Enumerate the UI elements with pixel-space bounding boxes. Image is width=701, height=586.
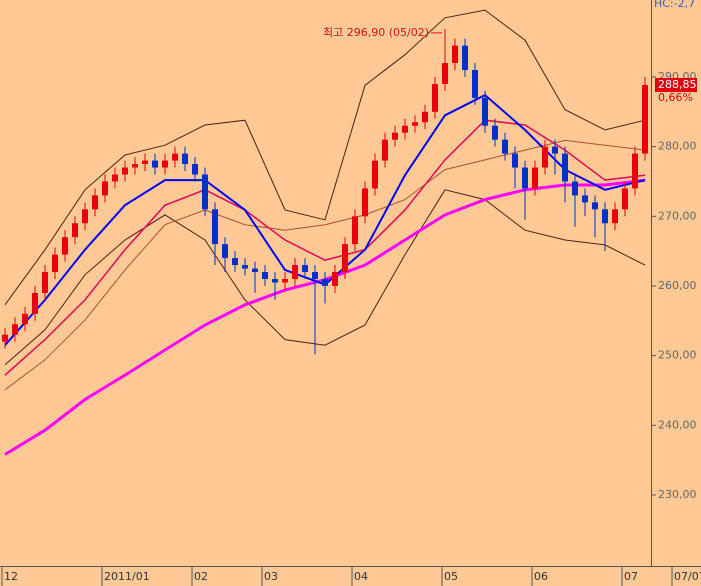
candle-body <box>172 153 178 161</box>
candle-body <box>532 167 538 189</box>
candle-body <box>622 188 628 210</box>
candle-body <box>182 153 188 165</box>
candle-body <box>572 181 578 196</box>
plot: 최고 296,90 (05/02) <box>2 9 648 456</box>
indicator-line <box>4 139 646 391</box>
y-tick-label: 230,00 <box>658 488 697 501</box>
indicator-line <box>4 119 646 376</box>
x-tick-label: 2011/01 <box>104 570 150 583</box>
candle-body <box>92 195 98 210</box>
max-annotation: 최고 296,90 (05/02) <box>323 26 429 39</box>
candle-body <box>232 258 238 266</box>
candle-body <box>72 223 78 238</box>
candle-body <box>272 278 278 283</box>
candle-body <box>292 265 298 279</box>
candle-body <box>612 209 618 224</box>
candle-body <box>102 181 108 196</box>
candle-body <box>492 125 498 140</box>
candle-body <box>482 97 488 126</box>
candle-body <box>62 237 68 255</box>
last-price-box <box>655 77 697 92</box>
x-tick-label: 06 <box>534 570 548 583</box>
candle-body <box>402 125 408 133</box>
y-tick-label: 270,00 <box>658 209 697 222</box>
candle-body <box>352 216 358 245</box>
candle-body <box>12 324 18 335</box>
candle-body <box>392 132 398 140</box>
candle-body <box>122 167 128 175</box>
last-price-label: 288,85 <box>658 78 697 91</box>
candle-body <box>592 202 598 210</box>
candle-body <box>22 313 28 325</box>
axes: 230,00240,00250,00260,00270,00280,00290,… <box>1 70 701 586</box>
x-tick-label: 12 <box>4 570 18 583</box>
candle-body <box>132 164 138 168</box>
candle-body <box>582 195 588 203</box>
candle-body <box>372 160 378 189</box>
candle-body <box>562 153 568 182</box>
candle-body <box>322 278 328 286</box>
change-label: 0,66% <box>658 91 693 104</box>
candle-body <box>432 83 438 112</box>
candle-body <box>312 272 318 279</box>
x-tick-label: 02 <box>194 570 208 583</box>
candle-body <box>502 139 508 154</box>
candle-body <box>202 174 208 210</box>
candle-body <box>252 268 258 273</box>
candle-body <box>342 244 348 273</box>
candle-body <box>212 209 218 245</box>
candle-body <box>552 146 558 154</box>
candle-body <box>422 111 428 123</box>
candle-body <box>522 167 528 189</box>
candle-body <box>82 209 88 224</box>
x-tick-label: 05 <box>444 570 458 583</box>
candle-body <box>362 188 368 217</box>
candle-body <box>242 265 248 269</box>
indicator-line <box>4 9 646 306</box>
candle-body <box>222 244 228 259</box>
candle-body <box>452 45 458 64</box>
candle-body <box>282 278 288 283</box>
candle-body <box>2 334 8 342</box>
candle-body <box>472 70 478 98</box>
candle-body <box>332 272 338 286</box>
candle-body <box>32 292 38 314</box>
y-tick-label: 240,00 <box>658 418 697 431</box>
candle-body <box>112 174 118 182</box>
candle-body <box>382 139 388 161</box>
x-tick-label: 07/07 <box>674 570 701 583</box>
x-tick-label: 04 <box>354 570 368 583</box>
candle-body <box>162 160 168 168</box>
y-tick-label: 250,00 <box>658 349 697 362</box>
candle-body <box>442 63 448 84</box>
y-tick-label: 260,00 <box>658 279 697 292</box>
candle-body <box>42 272 48 293</box>
candle-body <box>52 254 58 273</box>
corner-label: HC:-2,7 <box>654 0 695 10</box>
indicator-line <box>4 189 646 366</box>
candle-body <box>642 84 648 154</box>
candle-body <box>262 272 268 279</box>
y-tick-label: 280,00 <box>658 140 697 153</box>
candle-body <box>412 122 418 126</box>
x-tick-label: 07 <box>624 570 638 583</box>
candle-body <box>512 153 518 168</box>
x-tick-label: 03 <box>264 570 278 583</box>
candle-body <box>192 164 198 175</box>
candle-body <box>462 45 468 71</box>
candle-body <box>602 209 608 224</box>
candle-body <box>632 153 638 189</box>
candle-body <box>142 160 148 165</box>
candle-body <box>302 265 308 273</box>
candle-body <box>542 146 548 168</box>
candle-body <box>152 160 158 168</box>
